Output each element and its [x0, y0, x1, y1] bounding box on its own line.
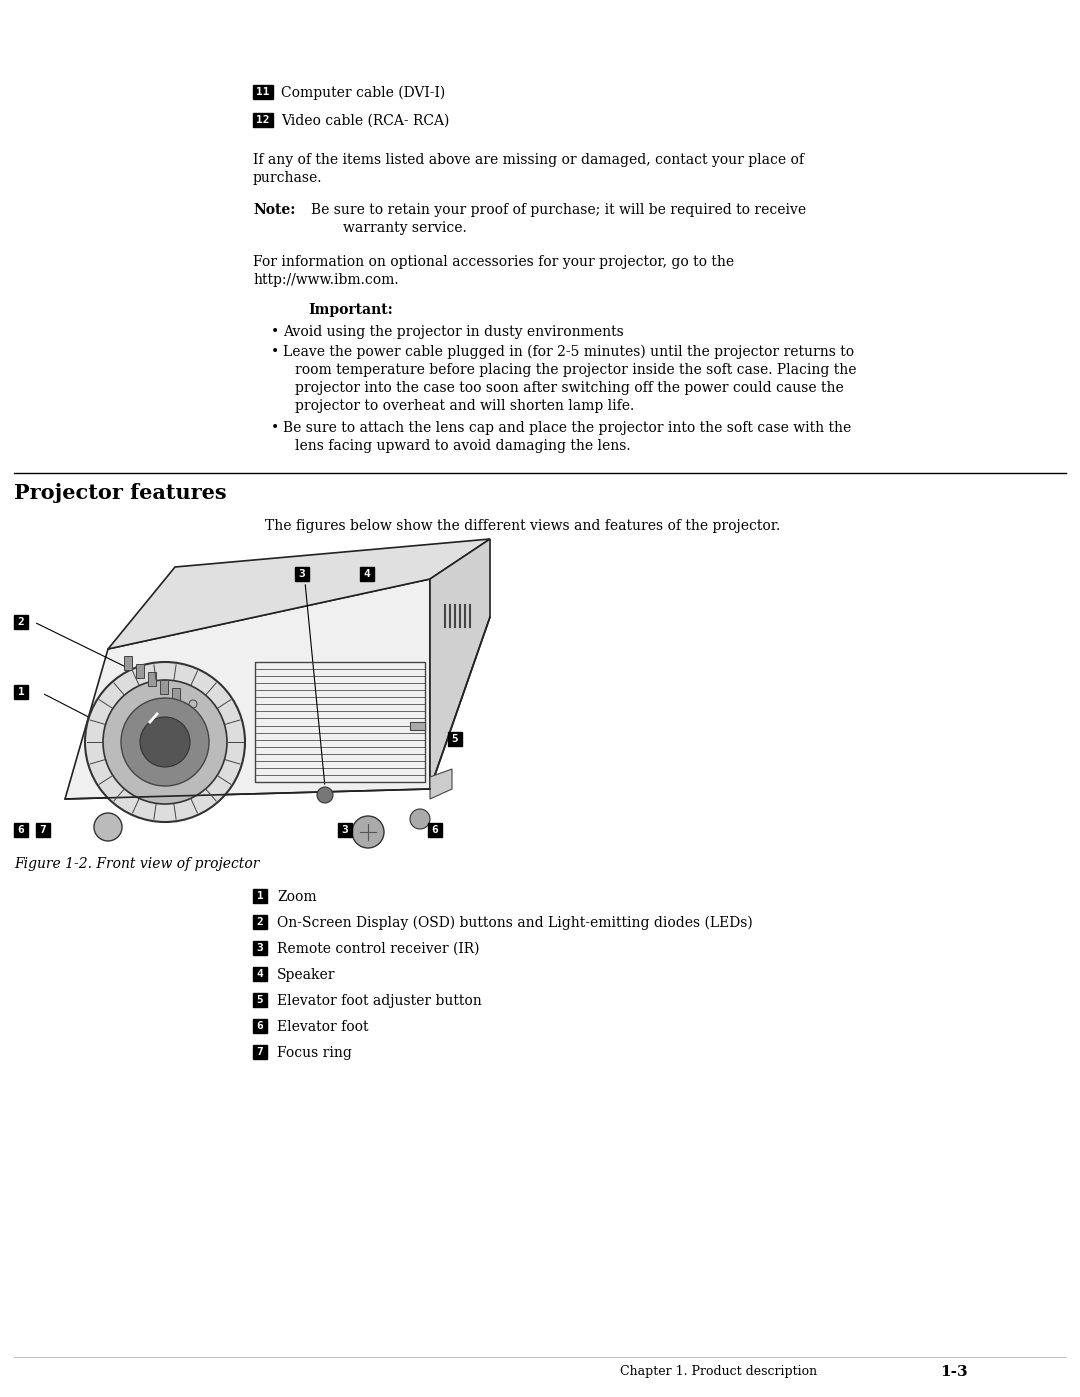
Text: 2: 2 — [17, 617, 25, 627]
Bar — [410, 722, 426, 731]
Polygon shape — [65, 578, 430, 799]
Bar — [136, 664, 144, 678]
Circle shape — [410, 809, 430, 828]
Text: Remote control receiver (IR): Remote control receiver (IR) — [276, 942, 480, 956]
Bar — [172, 687, 180, 703]
Text: The figures below show the different views and features of the projector.: The figures below show the different vie… — [265, 520, 780, 534]
Bar — [124, 657, 132, 671]
Text: projector to overheat and will shorten lamp life.: projector to overheat and will shorten l… — [295, 400, 634, 414]
Text: Computer cable (DVI-I): Computer cable (DVI-I) — [281, 87, 445, 101]
Text: 3: 3 — [257, 943, 264, 953]
Bar — [14, 615, 28, 629]
Circle shape — [318, 787, 333, 803]
Polygon shape — [430, 539, 490, 789]
Bar — [295, 567, 309, 581]
Bar — [36, 823, 50, 837]
Circle shape — [94, 813, 122, 841]
Bar — [360, 567, 374, 581]
Text: Video cable (RCA- RCA): Video cable (RCA- RCA) — [281, 115, 449, 129]
Bar — [253, 1018, 267, 1032]
Text: 1: 1 — [257, 891, 264, 901]
Text: 4: 4 — [364, 569, 370, 578]
Text: Avoid using the projector in dusty environments: Avoid using the projector in dusty envir… — [283, 326, 624, 339]
Bar — [14, 823, 28, 837]
Bar — [253, 915, 267, 929]
Text: 7: 7 — [257, 1046, 264, 1058]
Bar — [14, 685, 28, 698]
Text: Be sure to retain your proof of purchase; it will be required to receive: Be sure to retain your proof of purchase… — [311, 203, 806, 217]
Text: Zoom: Zoom — [276, 890, 316, 904]
Text: 5: 5 — [451, 733, 458, 745]
Text: 12: 12 — [256, 115, 270, 124]
Text: 1: 1 — [17, 687, 25, 697]
Text: Elevator foot adjuster button: Elevator foot adjuster button — [276, 995, 482, 1009]
Text: 2: 2 — [257, 916, 264, 928]
Circle shape — [121, 698, 210, 787]
Circle shape — [352, 816, 384, 848]
Text: Focus ring: Focus ring — [276, 1046, 352, 1060]
Text: 6: 6 — [432, 826, 438, 835]
Text: 6: 6 — [17, 826, 25, 835]
Text: Be sure to attach the lens cap and place the projector into the soft case with t: Be sure to attach the lens cap and place… — [283, 420, 851, 434]
Text: •: • — [271, 420, 280, 434]
Text: Figure 1-2. Front view of projector: Figure 1-2. Front view of projector — [14, 856, 259, 870]
Bar — [253, 967, 267, 981]
Text: warranty service.: warranty service. — [343, 221, 467, 235]
Bar — [253, 1045, 267, 1059]
Circle shape — [189, 700, 197, 708]
Circle shape — [103, 680, 227, 805]
Text: 11: 11 — [256, 87, 270, 96]
Text: projector into the case too soon after switching off the power could cause the: projector into the case too soon after s… — [295, 381, 843, 395]
Text: room temperature before placing the projector inside the soft case. Placing the: room temperature before placing the proj… — [295, 363, 856, 377]
Text: •: • — [271, 326, 280, 339]
Text: On-Screen Display (OSD) buttons and Light-emitting diodes (LEDs): On-Screen Display (OSD) buttons and Ligh… — [276, 916, 753, 930]
Text: http://www.ibm.com.: http://www.ibm.com. — [253, 272, 399, 286]
Bar — [253, 85, 273, 99]
Text: Important:: Important: — [308, 303, 393, 317]
Bar — [160, 680, 168, 694]
Polygon shape — [430, 768, 453, 799]
Bar — [253, 888, 267, 902]
Text: Note:: Note: — [253, 203, 295, 217]
Text: Chapter 1. Product description: Chapter 1. Product description — [620, 1365, 818, 1377]
Bar — [253, 993, 267, 1007]
Text: •: • — [271, 345, 280, 359]
Text: For information on optional accessories for your projector, go to the: For information on optional accessories … — [253, 256, 734, 270]
Text: 5: 5 — [257, 995, 264, 1004]
Text: 6: 6 — [257, 1021, 264, 1031]
Text: 3: 3 — [341, 826, 349, 835]
Bar — [428, 823, 442, 837]
Text: Speaker: Speaker — [276, 968, 336, 982]
Text: 4: 4 — [257, 970, 264, 979]
Text: lens facing upward to avoid damaging the lens.: lens facing upward to avoid damaging the… — [295, 439, 631, 453]
Text: Leave the power cable plugged in (for 2-5 minutes) until the projector returns t: Leave the power cable plugged in (for 2-… — [283, 345, 854, 359]
Polygon shape — [108, 539, 490, 650]
Text: purchase.: purchase. — [253, 170, 323, 184]
Bar — [253, 113, 273, 127]
Bar — [148, 672, 156, 686]
Bar — [253, 942, 267, 956]
Text: If any of the items listed above are missing or damaged, contact your place of: If any of the items listed above are mis… — [253, 154, 804, 168]
Bar — [338, 823, 352, 837]
Bar — [448, 732, 462, 746]
Text: Elevator foot: Elevator foot — [276, 1020, 368, 1034]
Circle shape — [85, 662, 245, 821]
Text: 7: 7 — [40, 826, 46, 835]
Circle shape — [140, 717, 190, 767]
Text: 1-3: 1-3 — [940, 1365, 968, 1379]
Text: 3: 3 — [299, 569, 306, 578]
Text: Projector features: Projector features — [14, 483, 227, 503]
